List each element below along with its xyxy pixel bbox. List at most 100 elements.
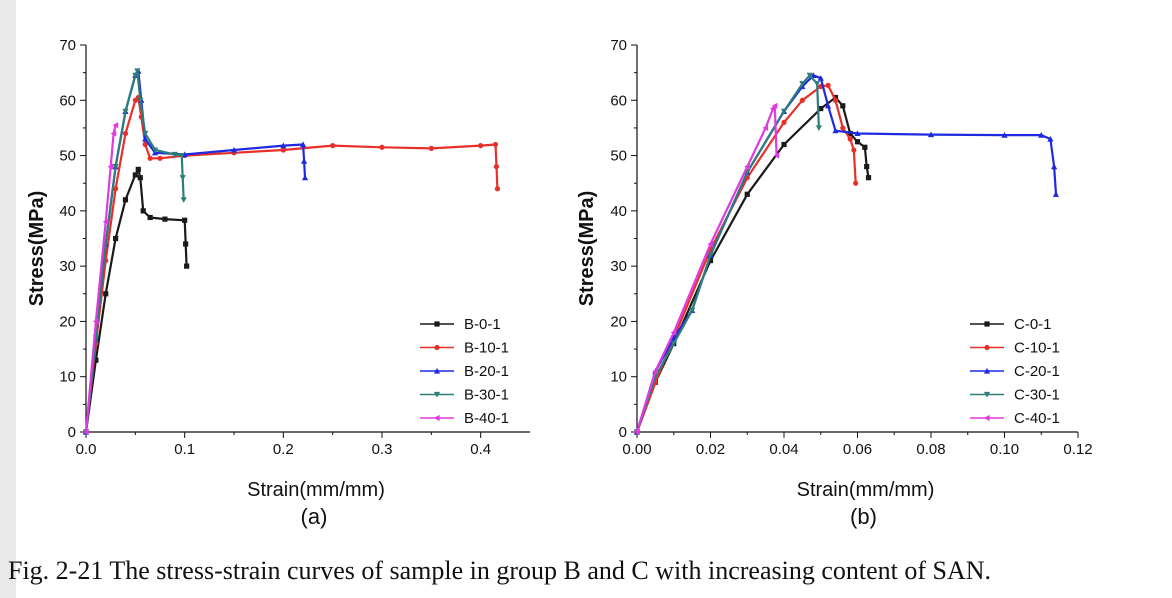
legend-marker [433,414,440,422]
data-point-B-10-1 [147,155,153,161]
data-point-C-30-1 [780,108,788,115]
data-point-C-20-1 [927,131,935,138]
legend-marker [433,367,441,374]
data-point-B-10-1 [493,164,500,170]
y-tick-label: 0 [619,424,627,441]
data-point-C-40-1 [773,152,780,159]
data-point-C-40-1 [652,368,658,375]
y-tick-label: 30 [610,258,627,275]
data-point-B-40-1 [92,318,99,325]
y-tick-label: 40 [610,203,627,220]
legend-marker [983,367,991,374]
data-point-B-40-1 [102,218,109,226]
y-tick-label: 20 [610,313,627,330]
data-point-B-20-1 [300,158,308,164]
legend-marker [983,414,990,422]
data-point-C-0-1 [744,191,750,197]
legend-label: B-30-1 [464,387,509,404]
series-line-C-30-1 [635,74,820,433]
legend-label: C-20-1 [1014,363,1060,380]
data-point-B-20-1 [299,141,307,148]
data-point-C-10-1 [853,180,859,186]
legend-marker [433,391,441,398]
data-point-B-20-1 [142,135,149,142]
data-point-C-30-1 [815,125,823,132]
data-point-C-20-1 [1038,132,1045,138]
data-point-C-20-1 [1052,191,1060,197]
data-point-C-40-1 [744,163,750,170]
data-point-B-10-1 [428,145,434,151]
data-point-C-10-1 [851,147,857,153]
data-point-B-0-1 [132,172,138,178]
data-point-B-0-1 [93,357,99,363]
series-line-C-20-1 [635,74,1058,433]
data-point-C-40-1 [707,240,714,248]
legend-label: B-10-1 [464,340,509,357]
data-point-B-0-1 [113,235,119,242]
series-line-B-0-1 [84,168,188,433]
data-point-C-10-1 [840,125,846,131]
x-tick-label: 0.0 [76,441,97,458]
figure-caption: Fig. 2-21 The stress-strain curves of sa… [8,556,992,585]
data-point-C-20-1 [1001,132,1008,138]
data-point-B-40-1 [107,163,114,170]
data-point-C-10-1 [799,97,805,103]
y-tick-label: 0 [68,424,76,441]
data-point-C-10-1 [781,119,787,125]
data-point-B-10-1 [113,186,119,192]
data-point-C-40-1 [771,102,778,109]
legend-label: C-10-1 [1014,340,1060,357]
data-point-C-30-1 [799,81,806,87]
data-point-C-30-1 [813,81,821,87]
data-point-B-0-1 [182,217,188,223]
legend-marker [984,344,990,351]
x-tick-label: 0.1 [174,441,195,458]
y-tick-label: 40 [59,203,76,220]
data-point-B-0-1 [183,241,189,247]
data-point-C-30-1 [670,340,677,347]
series-line-C-10-1 [635,84,857,433]
data-point-C-20-1 [1047,135,1054,142]
data-point-B-30-1 [142,130,149,137]
data-point-B-40-1 [82,428,89,436]
y-tick-label: 60 [59,92,76,109]
series-line-C-0-1 [635,96,870,433]
legend-label: C-30-1 [1014,387,1060,404]
data-point-B-0-1 [135,166,141,172]
data-point-B-0-1 [140,208,146,214]
y-tick-label: 60 [610,92,627,109]
data-point-C-0-1 [865,175,872,181]
data-point-B-30-1 [151,147,159,154]
chart-panel-b: 0 10 20 30 40 50 60 70 0.00 0.02 0.04 0.06 0.08 0.10 0… [576,37,1093,529]
y-tick-label: 10 [59,369,76,386]
x-tick-label: 0.10 [990,441,1019,458]
data-point-B-0-1 [103,291,109,297]
x-tick-label: 0.08 [916,441,945,458]
data-point-B-30-1 [122,108,129,115]
data-point-B-10-1 [478,143,484,149]
x-tick-label: 0.06 [843,441,872,458]
y-axis-title: Stress(MPa) [576,191,598,307]
y-tick-label: 70 [610,37,627,54]
data-point-C-40-1 [762,124,769,132]
series-line-B-30-1 [84,69,185,433]
data-point-B-30-1 [178,152,185,159]
legend-label: C-0-1 [1014,316,1052,333]
x-tick-label: 0.4 [470,441,491,458]
data-point-C-20-1 [832,127,839,134]
data-point-B-30-1 [112,164,119,170]
data-point-B-30-1 [134,68,141,75]
page-left-edge [0,0,16,598]
data-point-B-0-1 [122,197,129,203]
data-point-B-30-1 [179,175,186,181]
data-point-B-10-1 [330,143,336,149]
x-tick-label: 0.00 [622,441,651,458]
data-point-C-0-1 [854,139,861,145]
legend-marker [434,321,440,327]
data-point-C-30-1 [707,252,714,259]
data-point-C-20-1 [1051,163,1058,170]
panel-label: (b) [850,504,877,529]
data-point-B-10-1 [280,147,286,153]
data-point-C-40-1 [670,329,677,336]
data-point-B-20-1 [280,142,287,149]
